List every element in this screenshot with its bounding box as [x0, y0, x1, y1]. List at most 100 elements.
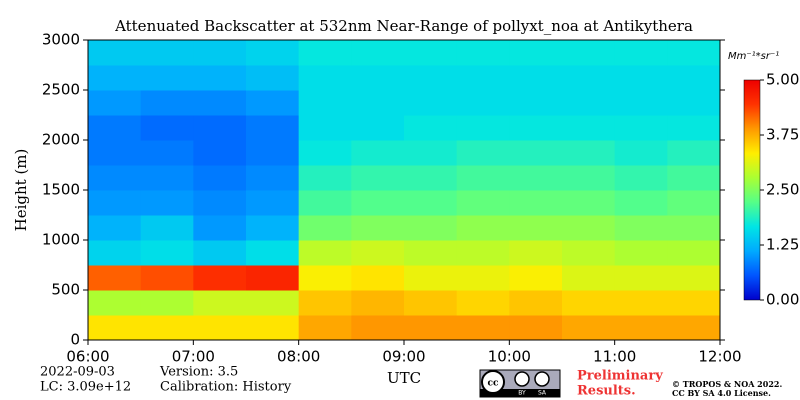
colorbar-tick-label: 0.00: [766, 291, 799, 309]
heatmap-cell: [667, 265, 721, 291]
heatmap-cell: [246, 315, 300, 341]
heatmap-cell: [456, 240, 510, 266]
heatmap-cell: [667, 190, 721, 216]
heatmap-cell: [140, 40, 194, 66]
heatmap-cell: [298, 140, 352, 166]
y-tick-label: 0: [70, 331, 80, 349]
heatmap-cell: [667, 290, 721, 316]
heatmap-cell: [298, 115, 352, 141]
heatmap-cell: [88, 190, 142, 216]
heatmap-cell: [667, 215, 721, 241]
heatmap-cell: [351, 290, 405, 316]
heatmap-cell: [88, 240, 142, 266]
heatmap-cell: [140, 115, 194, 141]
badge-by: BY: [518, 390, 526, 397]
heatmap: [88, 40, 721, 341]
y-tick-label: 2000: [42, 131, 80, 149]
svg-text:cc: cc: [488, 379, 499, 389]
heatmap-cell: [246, 290, 300, 316]
heatmap-cell: [193, 140, 247, 166]
heatmap-cell: [88, 290, 142, 316]
heatmap-cell: [246, 190, 300, 216]
x-tick-label: 08:00: [277, 348, 320, 366]
heatmap-cell: [140, 65, 194, 91]
y-tick-label: 1500: [42, 181, 80, 199]
heatmap-cell: [298, 65, 352, 91]
heatmap-cell: [298, 290, 352, 316]
heatmap-cell: [404, 140, 458, 166]
heatmap-cell: [140, 165, 194, 191]
heatmap-cell: [562, 240, 616, 266]
heatmap-cell: [667, 165, 721, 191]
y-tick-label: 3000: [42, 31, 80, 49]
heatmap-cell: [404, 165, 458, 191]
heatmap-cell: [298, 215, 352, 241]
heatmap-cell: [614, 290, 668, 316]
heatmap-cell: [193, 65, 247, 91]
heatmap-cell: [456, 215, 510, 241]
heatmap-cell: [456, 65, 510, 91]
heatmap-cell: [246, 265, 300, 291]
heatmap-cell: [193, 190, 247, 216]
heatmap-cell: [667, 115, 721, 141]
version: Version: 3.5: [159, 365, 238, 380]
heatmap-cell: [193, 215, 247, 241]
heatmap-cell: [88, 90, 142, 116]
heatmap-cell: [562, 40, 616, 66]
colorbar-tick-label: 5.00: [766, 71, 799, 89]
heatmap-cell: [404, 240, 458, 266]
lc: LC: 3.09e+12: [40, 380, 131, 395]
heatmap-cell: [614, 65, 668, 91]
date: 2022-09-03: [40, 365, 115, 380]
colorbar-tick-label: 3.75: [766, 126, 799, 144]
heatmap-cell: [562, 90, 616, 116]
heatmap-cell: [404, 40, 458, 66]
heatmap-cell: [140, 140, 194, 166]
heatmap-cell: [404, 90, 458, 116]
heatmap-cell: [509, 140, 563, 166]
colorbar-tick-label: 1.25: [766, 236, 799, 254]
y-axis-label: Height (m): [12, 149, 30, 232]
heatmap-cell: [88, 65, 142, 91]
heatmap-cell: [246, 165, 300, 191]
heatmap-cell: [193, 165, 247, 191]
heatmap-cell: [456, 165, 510, 191]
heatmap-cell: [351, 40, 405, 66]
heatmap-cell: [509, 215, 563, 241]
heatmap-cell: [193, 115, 247, 141]
heatmap-cell: [509, 290, 563, 316]
heatmap-cell: [246, 40, 300, 66]
heatmap-cell: [246, 140, 300, 166]
heatmap-cell: [140, 290, 194, 316]
heatmap-cell: [667, 140, 721, 166]
heatmap-cell: [562, 190, 616, 216]
heatmap-cell: [404, 65, 458, 91]
heatmap-cell: [614, 90, 668, 116]
heatmap-cell: [562, 65, 616, 91]
heatmap-cell: [298, 190, 352, 216]
heatmap-cell: [351, 65, 405, 91]
heatmap-cell: [509, 190, 563, 216]
heatmap-cell: [193, 40, 247, 66]
heatmap-cell: [562, 315, 616, 341]
x-tick-label: 11:00: [593, 348, 636, 366]
heatmap-cell: [404, 215, 458, 241]
heatmap-cell: [351, 165, 405, 191]
heatmap-cell: [404, 115, 458, 141]
heatmap-cell: [614, 115, 668, 141]
heatmap-cell: [140, 215, 194, 241]
heatmap-cell: [667, 240, 721, 266]
x-tick-label: 12:00: [698, 348, 741, 366]
x-axis-label: UTC: [387, 369, 421, 387]
heatmap-cell: [456, 190, 510, 216]
heatmap-cell: [298, 165, 352, 191]
heatmap-cell: [404, 190, 458, 216]
heatmap-cell: [509, 40, 563, 66]
heatmap-cell: [246, 215, 300, 241]
y-tick-label: 1000: [42, 231, 80, 249]
heatmap-cell: [351, 190, 405, 216]
heatmap-cell: [404, 265, 458, 291]
heatmap-cell: [509, 240, 563, 266]
badge-sa: SA: [538, 390, 547, 397]
